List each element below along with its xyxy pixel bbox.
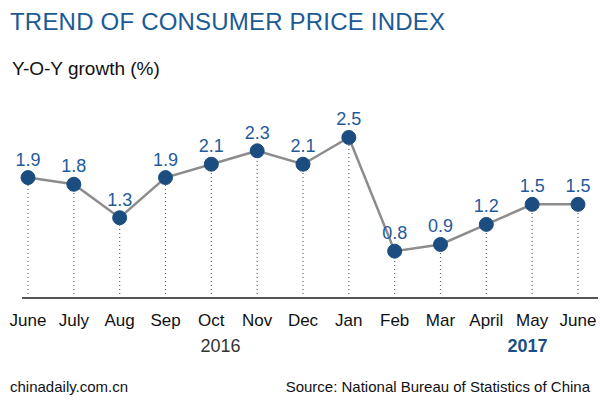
svg-text:2.1: 2.1: [290, 136, 315, 156]
svg-text:1.8: 1.8: [61, 156, 86, 176]
svg-text:2.3: 2.3: [245, 123, 270, 143]
svg-text:Nov: Nov: [242, 311, 273, 330]
svg-text:June: June: [560, 311, 597, 330]
svg-text:2.5: 2.5: [336, 109, 361, 129]
html-text:TREND OF CONSUMER PRICE INDEX: TREND OF CONSUMER PRICE INDEX: [10, 8, 446, 35]
svg-text:2.1: 2.1: [199, 136, 224, 156]
svg-text:1.2: 1.2: [474, 196, 499, 216]
svg-text:April: April: [469, 311, 503, 330]
svg-text:1.9: 1.9: [153, 150, 178, 170]
svg-text:0.8: 0.8: [382, 223, 407, 243]
svg-text:0.9: 0.9: [428, 216, 453, 236]
svg-text:Dec: Dec: [288, 311, 319, 330]
html-text:2017: 2017: [507, 336, 548, 356]
svg-text:May: May: [516, 311, 549, 330]
svg-text:Jan: Jan: [335, 311, 362, 330]
html-text:2016: 2016: [200, 336, 241, 356]
svg-text:Oct: Oct: [198, 311, 225, 330]
svg-text:Sep: Sep: [150, 311, 180, 330]
html-text:Y-O-Y growth (%): Y-O-Y growth (%): [12, 58, 160, 79]
html-text:chinadaily.com.cn: chinadaily.com.cn: [10, 378, 129, 395]
svg-text:Aug: Aug: [105, 311, 135, 330]
svg-text:1.5: 1.5: [520, 176, 545, 196]
svg-text:Mar: Mar: [426, 311, 456, 330]
svg-text:1.9: 1.9: [15, 150, 40, 170]
svg-text:1.5: 1.5: [565, 176, 590, 196]
svg-text:July: July: [59, 311, 90, 330]
svg-text:1.3: 1.3: [107, 190, 132, 210]
html-text:Source: National Bureau of Sta: Source: National Bureau of Statistics of…: [285, 378, 590, 395]
svg-text:June: June: [10, 311, 47, 330]
svg-text:Feb: Feb: [380, 311, 409, 330]
